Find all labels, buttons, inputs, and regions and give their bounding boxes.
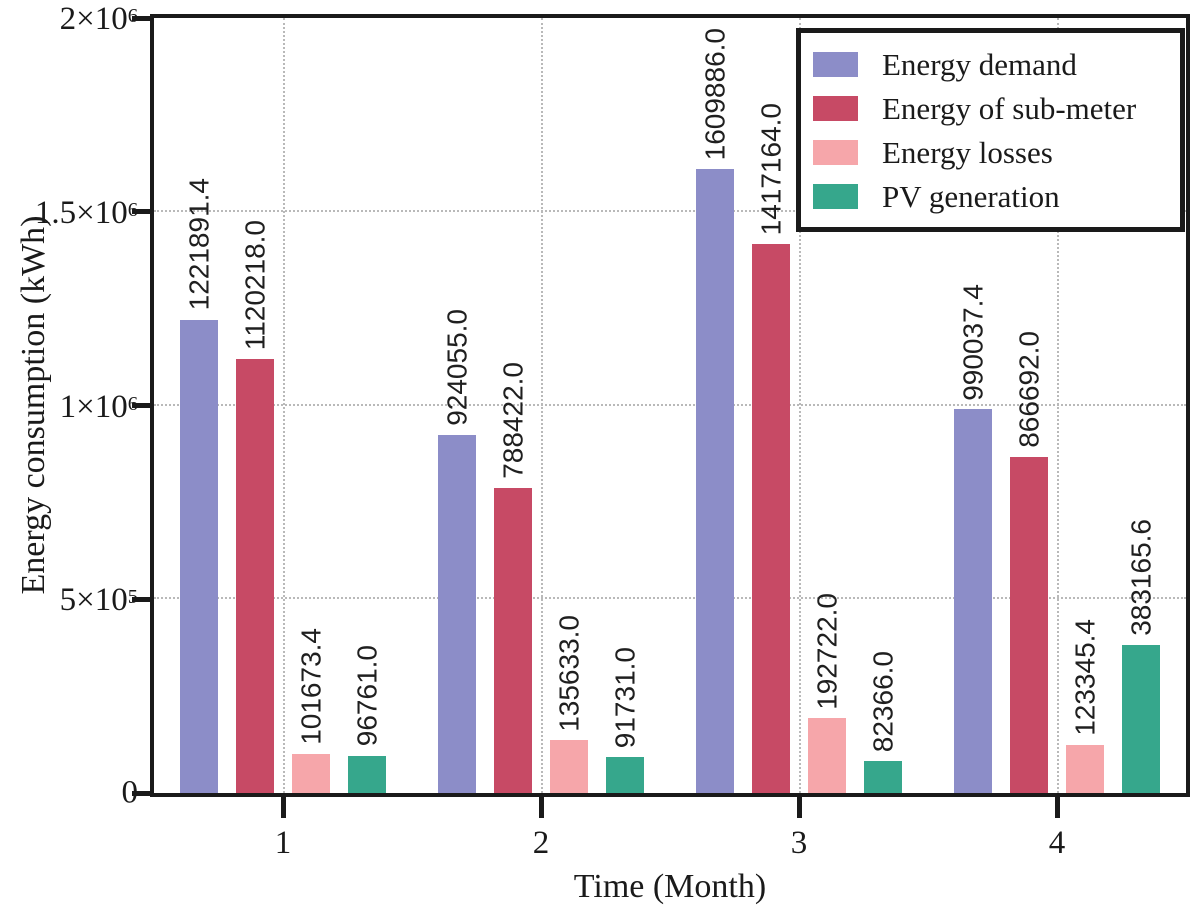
y-axis-title: Energy consumption (kWh) bbox=[15, 215, 52, 595]
bar-value-label-wrap: 135633.0 bbox=[553, 614, 585, 732]
bar-value-label-wrap: 383165.6 bbox=[1125, 518, 1157, 636]
bar-value-label-wrap: 96761.0 bbox=[351, 645, 383, 747]
legend-label: Energy demand bbox=[882, 46, 1077, 82]
bar-pv-generation-month-2 bbox=[606, 757, 644, 793]
bar-value-label: 101673.4 bbox=[295, 627, 327, 745]
y-axis-tick-label: 1×106 bbox=[59, 388, 138, 425]
gridline-horizontal bbox=[154, 597, 1186, 600]
y-axis-tick-mark bbox=[132, 15, 150, 21]
bar-value-label-wrap: 1221891.4 bbox=[183, 178, 215, 311]
bar-energy-demand-month-1 bbox=[180, 319, 218, 793]
legend-row-energy-losses: Energy losses bbox=[813, 130, 1166, 174]
bar-value-label: 192722.0 bbox=[811, 592, 843, 710]
bar-energy-of-sub-meter-month-2 bbox=[494, 487, 532, 793]
bar-value-label: 82366.0 bbox=[867, 650, 899, 753]
bar-value-label-wrap: 1120218.0 bbox=[239, 219, 271, 350]
x-axis-title: Time (Month) bbox=[573, 868, 767, 905]
bar-energy-losses-month-4 bbox=[1066, 745, 1104, 793]
bar-value-label: 1417164.0 bbox=[755, 102, 787, 235]
bar-value-label: 990037.4 bbox=[957, 283, 989, 401]
gridline-vertical bbox=[1057, 18, 1059, 793]
legend: Energy demand Energy of sub-meter Energy l… bbox=[796, 28, 1185, 232]
bar-value-label-wrap: 1609886.0 bbox=[699, 27, 731, 161]
y-axis-tick-label: 1.5×106 bbox=[34, 194, 138, 231]
bar-value-label: 1120218.0 bbox=[239, 219, 271, 350]
bar-pv-generation-month-4 bbox=[1122, 644, 1160, 793]
legend-swatch bbox=[813, 183, 858, 209]
bar-value-label-wrap: 101673.4 bbox=[295, 627, 327, 745]
legend-label: Energy of sub-meter bbox=[882, 90, 1137, 126]
bar-energy-demand-month-2 bbox=[438, 434, 476, 793]
bar-energy-of-sub-meter-month-1 bbox=[236, 358, 274, 793]
bar-value-label-wrap: 788422.0 bbox=[497, 361, 529, 479]
bar-value-label-wrap: 91731.0 bbox=[609, 647, 641, 749]
x-axis-tick-label: 1 bbox=[274, 825, 292, 861]
bar-value-label-wrap: 990037.4 bbox=[957, 283, 989, 401]
bar-value-label-wrap: 82366.0 bbox=[867, 650, 899, 753]
bar-pv-generation-month-1 bbox=[348, 755, 386, 793]
bar-value-label: 91731.0 bbox=[609, 647, 641, 749]
bar-value-label: 866692.0 bbox=[1013, 331, 1045, 449]
bar-energy-losses-month-1 bbox=[292, 753, 330, 793]
bar-value-label-wrap: 1417164.0 bbox=[755, 102, 787, 235]
y-axis-tick-mark bbox=[132, 403, 150, 408]
bar-energy-losses-month-2 bbox=[550, 740, 588, 793]
bar-energy-of-sub-meter-month-4 bbox=[1010, 457, 1048, 793]
legend-label: PV generation bbox=[882, 178, 1060, 214]
gridline-vertical bbox=[541, 18, 543, 793]
x-axis-tick-mark bbox=[796, 797, 802, 818]
bar-value-label-wrap: 123345.4 bbox=[1069, 619, 1101, 737]
bar-value-label: 1609886.0 bbox=[699, 27, 731, 161]
bar-value-label-wrap: 924055.0 bbox=[441, 309, 473, 426]
legend-swatch bbox=[813, 95, 858, 121]
y-axis-tick-label: 5×105 bbox=[59, 582, 138, 619]
y-axis-tick-mark bbox=[132, 209, 150, 215]
bar-value-label: 924055.0 bbox=[441, 309, 473, 426]
legend-label: Energy losses bbox=[882, 134, 1053, 170]
bar-value-label: 123345.4 bbox=[1069, 619, 1101, 737]
bar-value-label: 788422.0 bbox=[497, 361, 529, 479]
bar-value-label-wrap: 192722.0 bbox=[811, 592, 843, 710]
bar-energy-of-sub-meter-month-3 bbox=[752, 243, 790, 793]
y-axis-tick-mark bbox=[132, 596, 150, 602]
bar-pv-generation-month-3 bbox=[864, 761, 902, 793]
x-axis-tick-label: 2 bbox=[532, 825, 550, 861]
legend-row-pv-generation: PV generation bbox=[813, 174, 1166, 218]
legend-row-energy-demand: Energy demand bbox=[813, 42, 1166, 86]
y-axis-tick-label: 2×106 bbox=[59, 1, 138, 37]
x-axis-tick-mark bbox=[280, 797, 286, 818]
gridline-horizontal bbox=[154, 209, 1186, 212]
bar-value-label: 96761.0 bbox=[351, 645, 383, 747]
gridline-vertical bbox=[799, 18, 801, 793]
x-axis-tick-label: 4 bbox=[1048, 825, 1066, 861]
legend-row-energy-of-sub-meter: Energy of sub-meter bbox=[813, 86, 1166, 130]
legend-swatch bbox=[813, 139, 858, 165]
bar-value-label: 135633.0 bbox=[553, 614, 585, 732]
x-axis-tick-mark bbox=[1054, 797, 1060, 818]
gridline-vertical bbox=[283, 18, 285, 793]
bar-value-label: 383165.6 bbox=[1125, 518, 1157, 636]
y-axis-tick-mark bbox=[132, 790, 150, 796]
bar-energy-demand-month-3 bbox=[696, 169, 734, 793]
bar-energy-demand-month-4 bbox=[954, 409, 992, 793]
bar-energy-losses-month-3 bbox=[808, 718, 846, 793]
y-axis-tick-label: 0 bbox=[121, 774, 139, 811]
x-axis-tick-label: 3 bbox=[790, 825, 808, 861]
bar-value-label-wrap: 866692.0 bbox=[1013, 331, 1045, 449]
gridline-horizontal bbox=[154, 403, 1186, 406]
legend-swatch bbox=[813, 51, 858, 77]
bar-value-label: 1221891.4 bbox=[183, 178, 215, 311]
x-axis-tick-mark bbox=[538, 797, 544, 818]
